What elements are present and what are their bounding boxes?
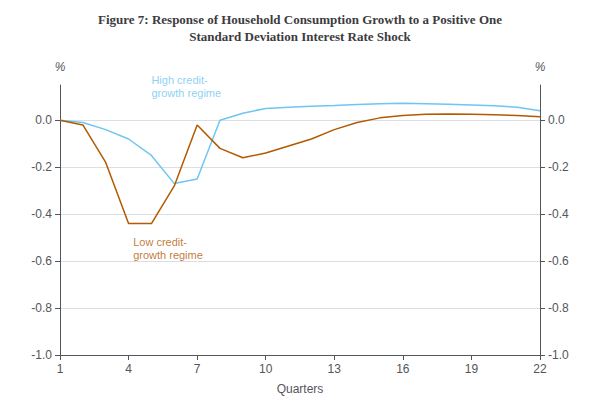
svg-text:Figure 7: Response of Househol: Figure 7: Response of Household Consumpt… [98,12,502,27]
svg-text:4: 4 [125,362,132,376]
svg-text:-0.8: -0.8 [548,301,569,315]
svg-text:Quarters: Quarters [277,382,324,396]
svg-text:16: 16 [396,362,410,376]
svg-text:-1.0: -1.0 [548,348,569,362]
svg-text:-0.2: -0.2 [548,160,569,174]
svg-text:-0.8: -0.8 [31,301,52,315]
svg-text:Standard Deviation Interest Ra: Standard Deviation Interest Rate Shock [189,29,411,44]
svg-text:Low credit-: Low credit- [133,236,187,248]
svg-text:growth regime: growth regime [133,249,203,261]
svg-text:-0.4: -0.4 [31,207,52,221]
svg-text:-0.6: -0.6 [548,254,569,268]
svg-text:-0.6: -0.6 [31,254,52,268]
svg-text:10: 10 [259,362,273,376]
svg-text:-0.4: -0.4 [548,207,569,221]
svg-text:-1.0: -1.0 [31,348,52,362]
svg-text:%: % [535,60,546,74]
svg-text:High credit-: High credit- [151,74,208,86]
svg-text:0.0: 0.0 [548,113,565,127]
svg-text:19: 19 [465,362,479,376]
svg-text:7: 7 [194,362,201,376]
svg-text:22: 22 [533,362,547,376]
svg-text:-0.2: -0.2 [31,160,52,174]
svg-text:growth regime: growth regime [151,87,221,99]
svg-text:1: 1 [57,362,64,376]
svg-text:%: % [55,60,66,74]
svg-text:13: 13 [328,362,342,376]
svg-text:0.0: 0.0 [35,113,52,127]
